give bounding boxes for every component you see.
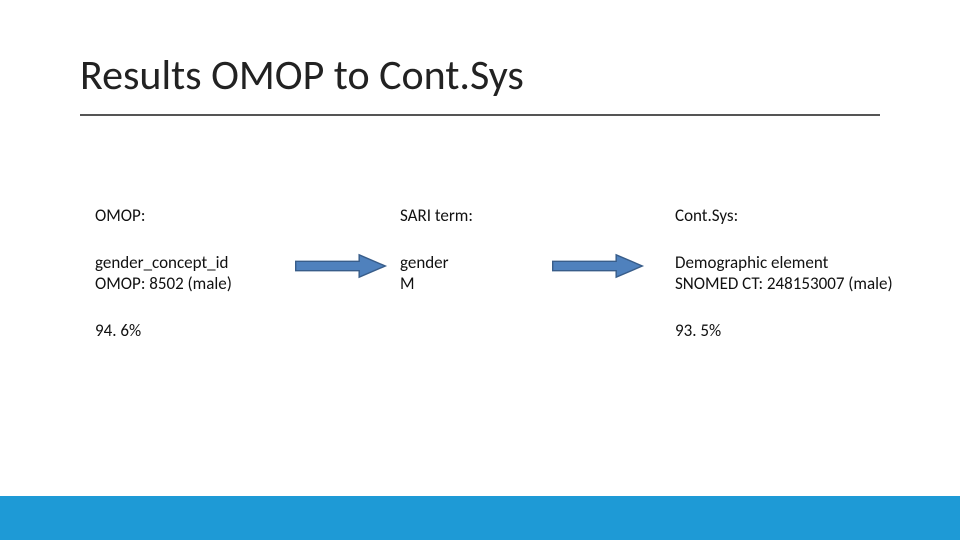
mapping-row: gender_concept_id OMOP: 8502 (male) gend… bbox=[95, 252, 895, 294]
mapping-left-line2: OMOP: 8502 (male) bbox=[95, 273, 280, 294]
arrow-shape bbox=[553, 255, 643, 277]
header-omop: OMOP: bbox=[95, 205, 280, 226]
arrow-1 bbox=[280, 252, 400, 280]
arrow-shape bbox=[295, 255, 385, 277]
header-sari: SARI term: bbox=[400, 205, 520, 226]
header-contsys: Cont.Sys: bbox=[675, 205, 895, 226]
percent-row: 94. 6% 93. 5% bbox=[95, 320, 895, 341]
arrow-right-icon bbox=[293, 252, 388, 280]
header-row: OMOP: SARI term: Cont.Sys: bbox=[95, 205, 895, 226]
bottom-bar bbox=[0, 496, 960, 540]
mapping-right-line1: Demographic element bbox=[675, 252, 895, 273]
mapping-right-line2: SNOMED CT: 248153007 (male) bbox=[675, 273, 895, 294]
arrow-2 bbox=[520, 252, 675, 280]
content-area: OMOP: SARI term: Cont.Sys: gender_concep… bbox=[95, 205, 895, 367]
slide-title: Results OMOP to Cont.Sys bbox=[80, 50, 524, 101]
title-underline bbox=[80, 114, 880, 116]
percent-left: 94. 6% bbox=[95, 320, 280, 341]
mapping-mid: gender M bbox=[400, 252, 520, 294]
mapping-left: gender_concept_id OMOP: 8502 (male) bbox=[95, 252, 280, 294]
arrow-right-icon bbox=[550, 252, 645, 280]
mapping-mid-line1: gender bbox=[400, 252, 520, 273]
mapping-mid-line2: M bbox=[400, 273, 520, 294]
percent-right: 93. 5% bbox=[675, 320, 895, 341]
mapping-right: Demographic element SNOMED CT: 248153007… bbox=[675, 252, 895, 294]
mapping-left-line1: gender_concept_id bbox=[95, 252, 280, 273]
slide: Results OMOP to Cont.Sys OMOP: SARI term… bbox=[0, 0, 960, 540]
